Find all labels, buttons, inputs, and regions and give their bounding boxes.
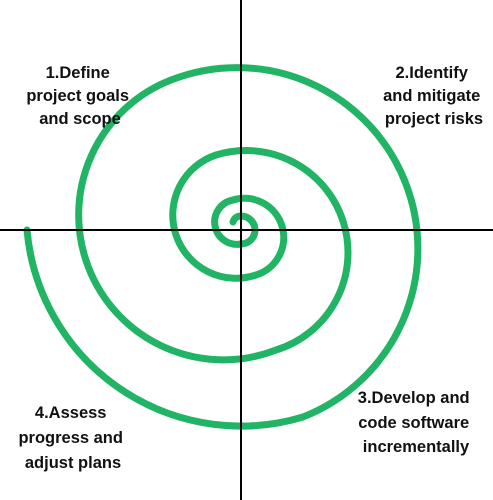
quadrant-label-line: and scope bbox=[39, 110, 121, 128]
quadrant-label-develop: 3.Develop and code software incrementall… bbox=[358, 389, 474, 456]
quadrant-label-line: project goals bbox=[26, 87, 129, 105]
quadrant-label-line: incrementally bbox=[363, 438, 470, 456]
quadrant-label-line: 2.Identify bbox=[395, 64, 468, 82]
quadrant-label-line: 1.Define bbox=[46, 64, 110, 82]
quadrant-label-assess: 4.Assess progress and adjust plans bbox=[18, 404, 127, 472]
quadrant-label-line: code software bbox=[358, 414, 469, 432]
quadrant-label-identify: 2.Identify and mitigate project risks bbox=[383, 64, 485, 128]
quadrant-label-line: progress and bbox=[18, 429, 123, 447]
quadrant-label-line: 3.Develop and bbox=[358, 389, 470, 407]
quadrant-label-line: and mitigate bbox=[383, 87, 480, 105]
quadrant-label-line: project risks bbox=[385, 110, 483, 128]
spiral-path bbox=[23, 64, 422, 430]
quadrant-label-line: adjust plans bbox=[25, 454, 121, 472]
quadrant-label-line: 4.Assess bbox=[35, 404, 107, 422]
quadrant-label-define: 1.Define project goals and scope bbox=[26, 64, 133, 128]
